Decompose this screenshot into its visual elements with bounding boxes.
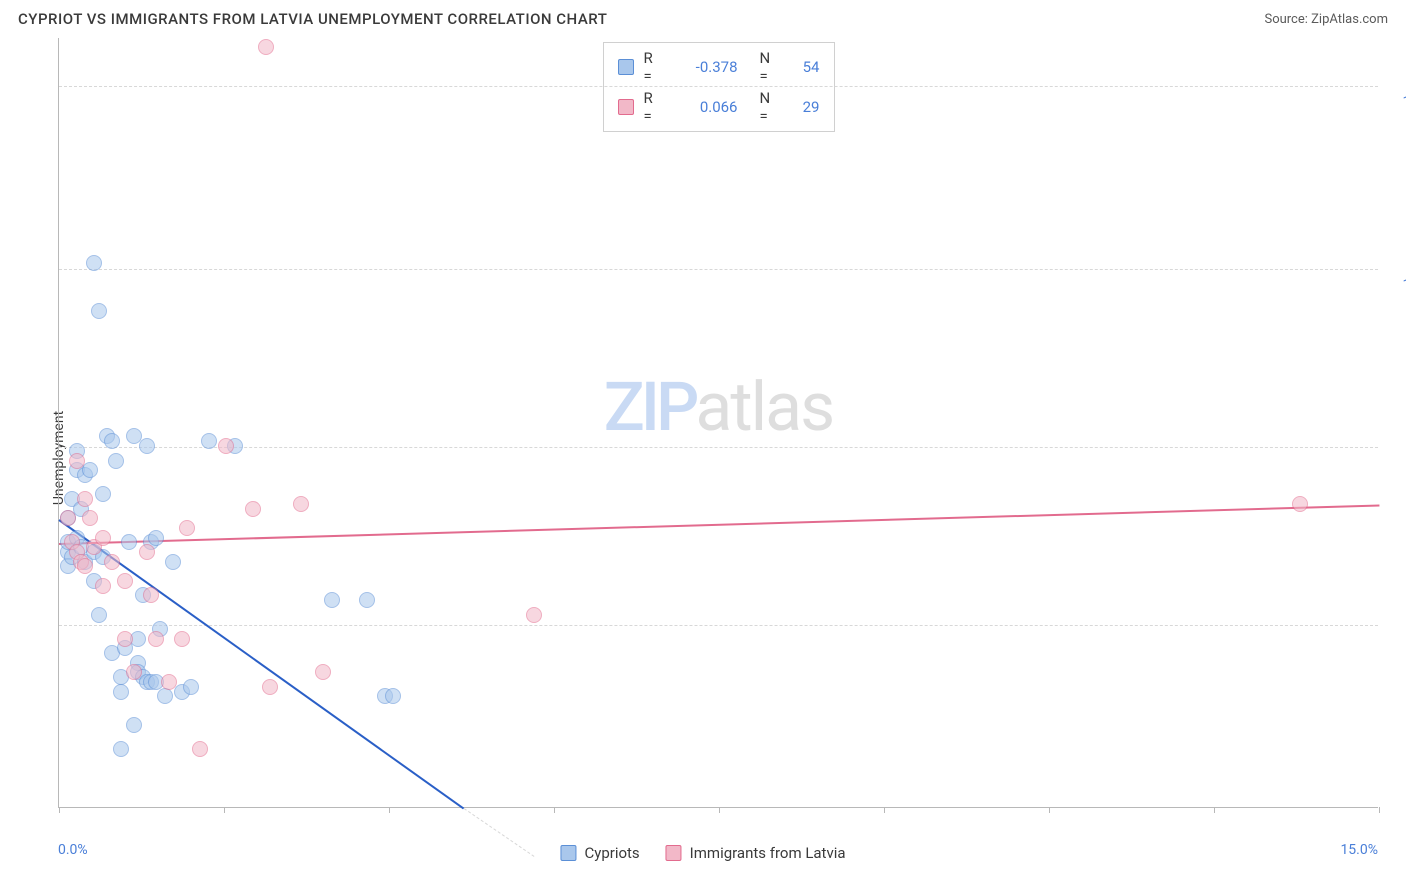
data-point — [139, 544, 155, 560]
x-tick — [1379, 807, 1380, 813]
data-point — [192, 741, 208, 757]
watermark-zip: ZIP — [604, 367, 696, 447]
x-tick — [224, 807, 225, 813]
data-point — [324, 592, 340, 608]
gridline — [59, 625, 1378, 626]
data-point — [117, 631, 133, 647]
data-point — [91, 607, 107, 623]
data-point — [82, 510, 98, 526]
data-point — [1292, 496, 1308, 512]
plot-area: ZIPatlas R =-0.378N =54R =0.066N =29 3.8… — [58, 38, 1378, 808]
r-label: R = — [644, 49, 664, 85]
data-point — [385, 688, 401, 704]
data-point — [113, 741, 129, 757]
r-label: R = — [644, 89, 664, 125]
data-point — [91, 303, 107, 319]
series-legend: Cypriots Immigrants from Latvia — [560, 844, 845, 862]
data-point — [148, 530, 164, 546]
r-value: -0.378 — [674, 58, 738, 76]
ytick-label: 15.0% — [1384, 94, 1406, 110]
data-point — [113, 684, 129, 700]
data-point — [165, 554, 181, 570]
legend-swatch — [618, 99, 634, 115]
legend-row: R = -0.378 N = 54 — [618, 47, 820, 87]
legend-label: Immigrants from Latvia — [690, 844, 846, 862]
legend-swatch — [666, 845, 682, 861]
legend-item: Immigrants from Latvia — [666, 844, 846, 862]
data-point — [258, 39, 274, 55]
data-point — [126, 717, 142, 733]
data-point — [201, 433, 217, 449]
data-point — [69, 453, 85, 469]
gridline — [59, 269, 1378, 270]
data-point — [60, 510, 76, 526]
x-tick — [389, 807, 390, 813]
n-label: N = — [760, 49, 780, 85]
data-point — [77, 491, 93, 507]
x-tick — [59, 807, 60, 813]
chart-container: Unemployment ZIPatlas R =-0.378N =54R =0… — [18, 38, 1388, 878]
data-point — [183, 679, 199, 695]
n-value: 29 — [790, 98, 820, 116]
data-point — [262, 679, 278, 695]
x-tick — [554, 807, 555, 813]
data-point — [86, 255, 102, 271]
data-point — [174, 631, 190, 647]
data-point — [148, 631, 164, 647]
data-point — [526, 607, 542, 623]
data-point — [143, 587, 159, 603]
source-credit: Source: ZipAtlas.com — [1264, 12, 1388, 27]
x-axis-min-label: 0.0% — [58, 842, 88, 858]
data-point — [359, 592, 375, 608]
data-point — [117, 573, 133, 589]
n-label: N = — [760, 89, 780, 125]
x-tick — [1049, 807, 1050, 813]
x-tick — [884, 807, 885, 813]
gridline — [59, 86, 1378, 87]
data-point — [121, 534, 137, 550]
legend-swatch — [618, 59, 634, 75]
data-point — [157, 688, 173, 704]
data-point — [95, 486, 111, 502]
data-point — [104, 554, 120, 570]
data-point — [82, 462, 98, 478]
data-point — [95, 530, 111, 546]
data-point — [95, 578, 111, 594]
legend-label: Cypriots — [584, 844, 639, 862]
ytick-label: 11.2% — [1384, 277, 1406, 293]
data-point — [139, 438, 155, 454]
chart-title: CYPRIOT VS IMMIGRANTS FROM LATVIA UNEMPL… — [18, 10, 607, 28]
legend-row: R = 0.066 N = 29 — [618, 87, 820, 127]
x-tick — [719, 807, 720, 813]
data-point — [179, 520, 195, 536]
data-point — [126, 664, 142, 680]
data-point — [104, 433, 120, 449]
legend-item: Cypriots — [560, 844, 639, 862]
x-tick — [1214, 807, 1215, 813]
legend-swatch — [560, 845, 576, 861]
r-value: 0.066 — [674, 98, 738, 116]
ytick-label: 3.8% — [1384, 633, 1406, 649]
data-point — [161, 674, 177, 690]
watermark-atlas: atlas — [695, 367, 833, 447]
data-point — [77, 558, 93, 574]
gridline — [59, 447, 1378, 448]
data-point — [218, 438, 234, 454]
data-point — [315, 664, 331, 680]
data-point — [108, 453, 124, 469]
trend-line — [464, 808, 535, 857]
ytick-label: 7.5% — [1384, 455, 1406, 471]
data-point — [245, 501, 261, 517]
data-point — [293, 496, 309, 512]
watermark: ZIPatlas — [604, 367, 834, 447]
x-axis-max-label: 15.0% — [1340, 842, 1378, 858]
n-value: 54 — [790, 58, 820, 76]
